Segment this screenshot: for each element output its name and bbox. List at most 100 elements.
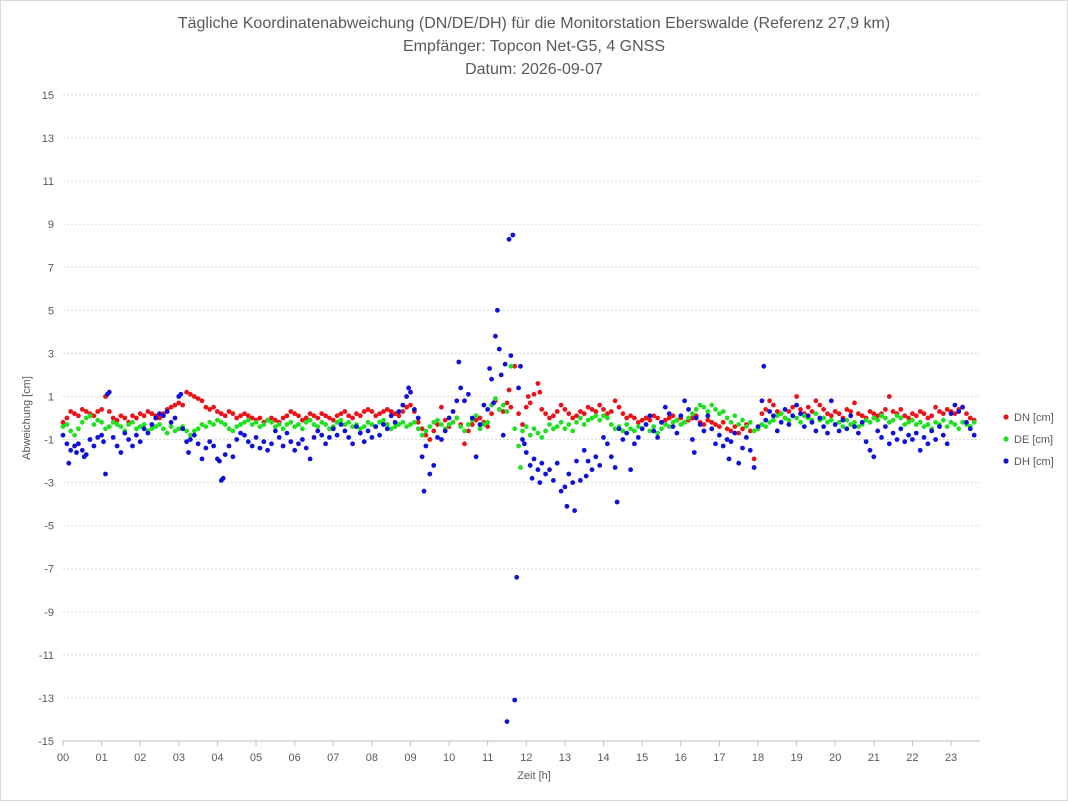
data-point <box>496 346 502 352</box>
data-point <box>473 454 479 460</box>
data-point <box>292 411 298 417</box>
data-point <box>751 428 757 434</box>
data-point <box>794 415 799 421</box>
data-point <box>446 422 452 427</box>
x-tick-label: 03 <box>173 752 185 764</box>
data-point <box>566 411 572 417</box>
data-point <box>500 402 506 408</box>
data-point <box>551 426 556 432</box>
data-point <box>620 411 626 417</box>
legend-marker <box>1003 414 1009 420</box>
data-point <box>400 409 406 414</box>
legend-label: DN [cm] <box>1014 412 1054 424</box>
data-point <box>176 400 182 406</box>
data-point <box>118 413 124 419</box>
data-point <box>114 417 120 423</box>
data-point <box>898 426 904 432</box>
data-point <box>543 411 548 417</box>
data-point <box>883 415 888 421</box>
data-point <box>662 422 668 427</box>
data-point <box>381 417 386 423</box>
data-point <box>562 426 568 432</box>
data-point <box>498 372 504 378</box>
data-point <box>508 353 514 358</box>
data-point <box>122 415 128 421</box>
data-point <box>334 413 340 419</box>
data-point <box>879 413 884 419</box>
data-point <box>713 407 718 412</box>
data-point <box>493 333 498 339</box>
data-point <box>103 426 108 432</box>
data-point <box>296 422 301 427</box>
data-point <box>728 428 734 434</box>
data-point <box>303 415 309 421</box>
data-point <box>805 413 811 419</box>
data-point <box>875 428 881 434</box>
data-point <box>157 411 162 417</box>
data-point <box>620 437 626 442</box>
x-tick-label: 22 <box>906 752 918 764</box>
data-point <box>203 404 209 410</box>
data-point <box>211 404 217 410</box>
chart-subtitle: Empfänger: Topcon Net-G5, 4 GNSS <box>403 38 665 55</box>
data-point <box>747 428 753 434</box>
data-point <box>724 437 730 442</box>
data-point <box>755 424 761 429</box>
data-point <box>83 409 89 414</box>
data-point <box>95 435 101 440</box>
data-point <box>60 419 66 425</box>
data-point <box>801 413 807 419</box>
data-point <box>682 419 687 425</box>
data-point <box>242 411 247 417</box>
data-point <box>261 439 267 445</box>
data-point <box>512 697 518 703</box>
data-point <box>558 419 564 425</box>
data-point <box>790 413 796 419</box>
data-point <box>485 419 491 425</box>
data-point <box>836 428 842 434</box>
x-tick-label: 06 <box>289 752 301 764</box>
data-point <box>392 419 398 425</box>
data-point <box>427 437 433 442</box>
data-point <box>624 415 630 421</box>
data-point <box>813 428 819 434</box>
data-point <box>269 415 274 421</box>
data-point <box>543 471 548 477</box>
data-point <box>786 417 792 423</box>
data-point <box>419 454 425 460</box>
data-point <box>145 409 151 414</box>
data-point <box>593 409 599 414</box>
x-tick-label: 07 <box>327 752 339 764</box>
data-point <box>562 407 568 412</box>
data-point <box>771 402 776 408</box>
data-point <box>720 409 726 414</box>
data-point <box>520 437 525 442</box>
data-point <box>574 419 579 425</box>
data-point <box>66 460 72 466</box>
data-point <box>520 422 525 427</box>
data-point <box>724 415 730 421</box>
data-point <box>763 407 769 412</box>
data-point <box>871 411 877 417</box>
data-point <box>906 415 911 421</box>
data-point <box>632 441 637 447</box>
data-point <box>91 422 97 427</box>
data-point <box>964 419 969 425</box>
data-point <box>608 422 614 427</box>
data-point <box>64 415 70 421</box>
data-point <box>406 385 411 391</box>
data-point <box>886 419 892 425</box>
data-point <box>357 426 363 432</box>
data-point <box>249 415 255 421</box>
data-point <box>898 407 904 412</box>
data-point <box>736 460 742 466</box>
data-point <box>539 407 545 412</box>
data-point <box>840 424 846 429</box>
data-point <box>572 508 577 513</box>
data-point <box>346 413 352 419</box>
data-point <box>944 441 950 447</box>
data-point <box>280 415 286 421</box>
data-point <box>191 394 197 399</box>
data-point <box>761 363 767 369</box>
data-point <box>257 415 263 421</box>
